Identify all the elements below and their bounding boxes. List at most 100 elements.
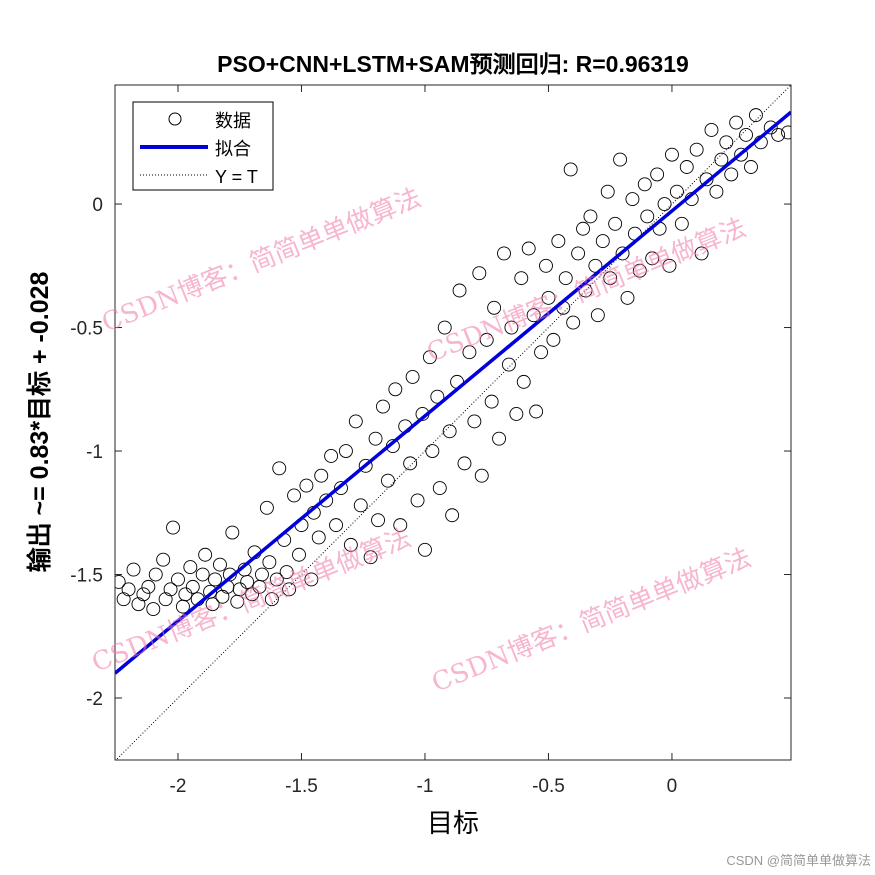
y-tick-label: -1: [86, 442, 103, 463]
y-tick-label: -2: [86, 689, 103, 710]
data-point: [215, 589, 230, 604]
data-point: [734, 147, 749, 162]
data-point: [492, 431, 507, 446]
data-point: [403, 456, 418, 471]
data-point: [462, 345, 477, 360]
data-point: [371, 513, 385, 528]
data-point: [198, 547, 213, 562]
data-point: [539, 258, 553, 273]
data-point: [338, 444, 353, 458]
axis-ticks: -2 -1.5 -1 -0.5 0 -2 -1.5 -1 -0.5 0: [70, 85, 791, 797]
data-point: [674, 216, 689, 231]
data-point: [719, 135, 734, 150]
data-point: [662, 258, 677, 273]
data-point: [566, 315, 581, 330]
data-point: [208, 572, 222, 587]
legend-entry-data: 数据: [215, 111, 251, 132]
data-point: [171, 572, 185, 587]
data-point: [504, 320, 519, 335]
data-point: [744, 160, 758, 174]
data-point: [526, 308, 541, 323]
data-point: [516, 374, 531, 389]
data-point: [304, 572, 319, 587]
data-point: [509, 407, 524, 421]
data-point: [576, 221, 590, 236]
data-point: [699, 172, 714, 187]
data-point: [514, 271, 529, 286]
data-point: [195, 567, 210, 582]
data-point: [418, 542, 432, 557]
x-tick-label: -0.5: [532, 776, 565, 797]
data-point: [709, 184, 724, 199]
data-point: [240, 574, 255, 589]
data-point: [363, 550, 378, 565]
data-point: [650, 167, 665, 182]
data-point: [714, 152, 729, 167]
data-point: [563, 162, 578, 177]
data-point: [279, 565, 294, 579]
data-point: [430, 389, 445, 404]
data-point: [230, 594, 245, 609]
data-point: [334, 481, 348, 496]
data-point: [474, 468, 489, 483]
data-point: [558, 271, 573, 286]
y-tick-label: 0: [92, 195, 103, 216]
data-point: [292, 547, 306, 562]
data-point: [343, 537, 358, 552]
data-point: [669, 184, 684, 199]
data-point: [136, 587, 151, 602]
data-point: [185, 579, 200, 594]
identity-line: [115, 85, 791, 760]
data-point: [487, 300, 502, 315]
data-point: [353, 498, 368, 513]
data-point: [213, 557, 227, 572]
legend-entry-identity: Y = T: [215, 167, 258, 187]
data-point: [376, 399, 390, 414]
data-point: [287, 488, 302, 503]
data-point: [282, 582, 297, 597]
data-point: [388, 382, 403, 397]
data-point: [571, 246, 586, 261]
data-point: [615, 246, 630, 261]
data-point: [314, 468, 329, 483]
data-point: [405, 369, 420, 384]
data-point: [657, 197, 672, 211]
data-point: [432, 481, 447, 496]
data-point: [640, 209, 655, 224]
data-point: [148, 567, 163, 582]
x-tick-label: 0: [667, 776, 678, 797]
data-point: [245, 587, 260, 602]
data-point: [748, 108, 763, 123]
data-point: [704, 123, 719, 137]
plot-box: [114, 84, 792, 761]
data-point: [183, 560, 198, 575]
credit-text: CSDN @简简单单做算法: [726, 853, 871, 868]
data-point: [729, 115, 744, 130]
data-point: [724, 167, 739, 182]
x-tick-label: -1: [417, 776, 434, 797]
data-point: [645, 251, 660, 266]
data-point: [437, 320, 452, 335]
data-point: [781, 125, 791, 140]
data-point: [467, 414, 482, 429]
data-point: [299, 478, 314, 493]
data-point: [608, 216, 623, 231]
data-point: [763, 120, 778, 135]
data-point: [625, 192, 640, 207]
data-point: [637, 177, 652, 192]
data-point: [484, 394, 499, 409]
data-point: [632, 263, 647, 278]
legend: 数据 拟合 Y = T: [132, 101, 274, 191]
data-point: [445, 508, 460, 523]
data-point: [472, 266, 487, 281]
data-point: [479, 332, 494, 347]
scatter-points: [115, 108, 791, 617]
data-point: [329, 518, 344, 533]
data-point: [603, 271, 618, 286]
data-point: [156, 552, 171, 567]
data-point: [410, 493, 425, 508]
data-point: [252, 579, 267, 594]
data-point: [324, 449, 339, 463]
data-point: [689, 142, 704, 157]
